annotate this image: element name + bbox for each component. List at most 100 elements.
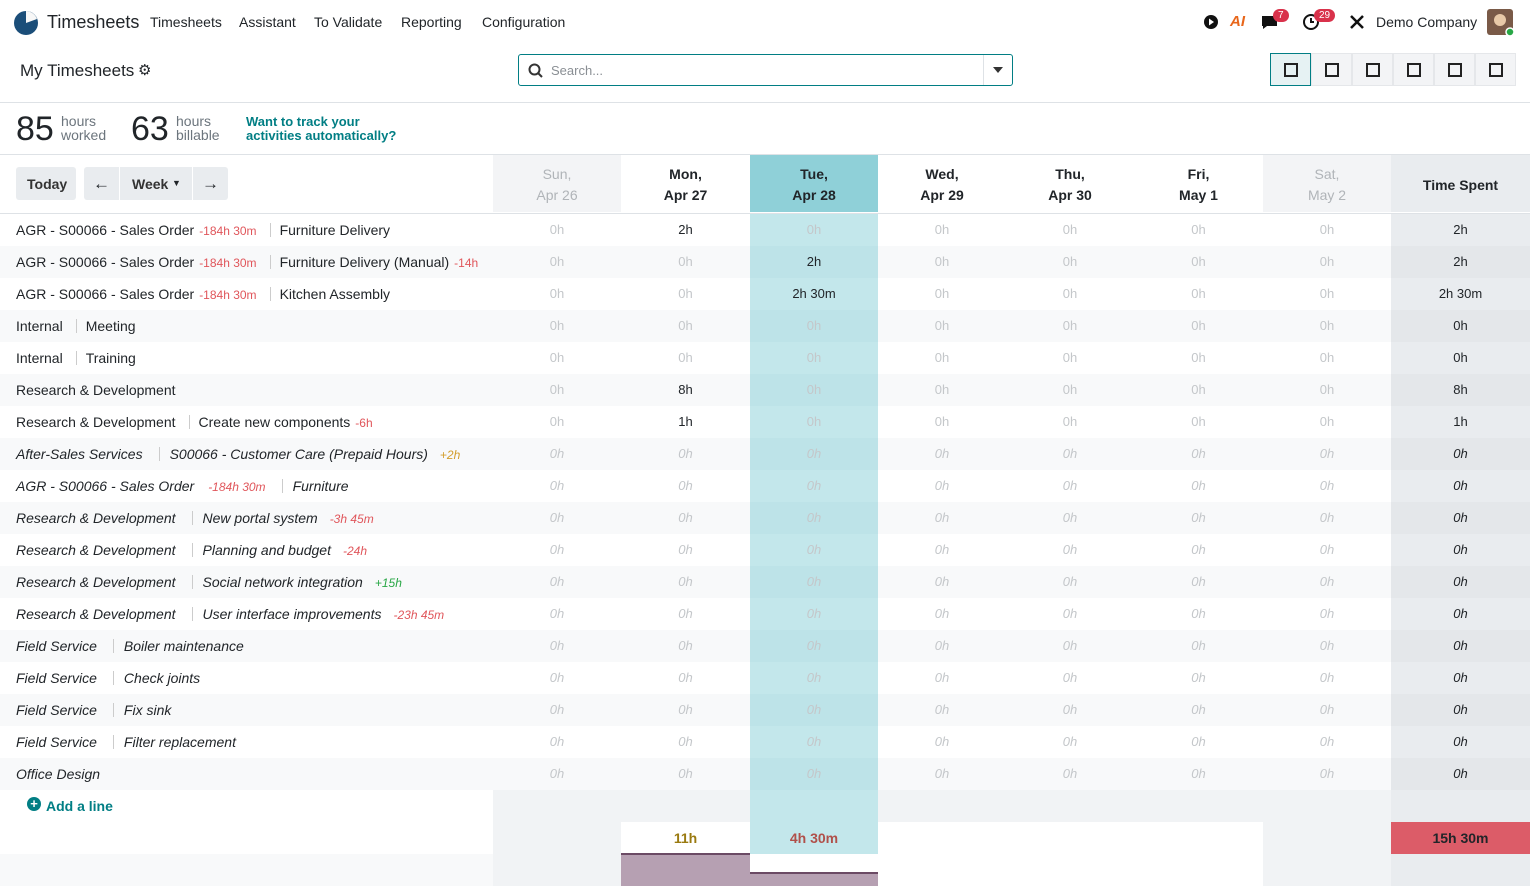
hour-cell[interactable]: 0h [549,478,565,493]
hour-cell[interactable]: 0h [1062,638,1078,653]
hour-cell[interactable]: 0h [1062,766,1078,781]
hour-cell[interactable]: 0h [549,382,565,397]
prev-arrow[interactable]: ← [93,174,110,193]
hour-cell[interactable]: 0h [934,574,950,589]
hour-cell[interactable]: 0h [1062,702,1078,717]
hour-cell[interactable]: 0h [806,766,822,781]
ai-button[interactable]: AI [1230,13,1245,30]
hour-cell[interactable]: 0h [934,254,950,269]
hour-cell[interactable]: 0h [549,350,565,365]
hour-cell[interactable]: 0h [806,702,822,717]
activity-icon[interactable] [1302,13,1320,31]
hour-cell[interactable]: 0h [1319,254,1335,269]
menu-item[interactable]: Configuration [482,14,566,30]
hour-cell[interactable]: 0h [934,638,950,653]
hour-cell[interactable]: 0h [549,734,565,749]
hour-cell[interactable]: 0h [806,382,822,397]
hour-cell[interactable]: 0h [806,606,822,621]
hour-cell[interactable]: 0h [678,702,693,717]
hour-cell[interactable]: 0h [934,286,950,301]
add-line-icon[interactable]: + [27,797,41,811]
hour-cell[interactable]: 0h [1319,286,1335,301]
company-name[interactable]: Demo Company [1376,14,1478,30]
hour-cell[interactable]: 0h [1062,606,1078,621]
hour-cell[interactable]: 0h [1062,350,1078,365]
hour-cell[interactable]: 0h [549,446,565,461]
hour-cell[interactable]: 0h [1062,670,1078,685]
hour-cell[interactable]: 0h [1062,542,1078,557]
hour-cell[interactable]: 2h [678,222,693,237]
hour-cell[interactable]: 0h [1319,670,1335,685]
hour-cell[interactable]: 0h [806,510,822,525]
view-button[interactable] [1352,53,1393,86]
hour-cell[interactable]: 0h [1319,734,1335,749]
hour-cell[interactable]: 0h [1062,254,1078,269]
hour-cell[interactable]: 0h [549,510,565,525]
hour-cell[interactable]: 0h [1191,542,1206,557]
hour-cell[interactable]: 0h [678,638,693,653]
hour-cell[interactable]: 0h [934,606,950,621]
dropdown-caret[interactable] [993,67,1003,73]
hour-cell[interactable]: 0h [806,478,822,493]
hour-cell[interactable]: 0h [678,606,693,621]
settings-gear[interactable]: ⚙ [138,62,152,79]
hour-cell[interactable]: 0h [934,446,950,461]
play-icon[interactable] [1203,14,1219,30]
hour-cell[interactable]: 0h [678,350,693,365]
hour-cell[interactable]: 0h [1191,350,1206,365]
hour-cell[interactable]: 0h [1319,638,1335,653]
hour-cell[interactable]: 0h [1191,318,1206,333]
hour-cell[interactable]: 0h [1062,222,1078,237]
hour-cell[interactable]: 0h [1191,446,1206,461]
hour-cell[interactable]: 0h [1191,478,1206,493]
hour-cell[interactable]: 0h [1191,510,1206,525]
hour-cell[interactable]: 0h [1191,606,1206,621]
hour-cell[interactable]: 0h [549,670,565,685]
hour-cell[interactable]: 0h [806,446,822,461]
tools-icon[interactable] [1348,13,1366,31]
hour-cell[interactable]: 0h [934,478,950,493]
hour-cell[interactable]: 0h [1062,286,1078,301]
hour-cell[interactable]: 0h [549,542,565,557]
hour-cell[interactable]: 0h [1191,254,1206,269]
hour-cell[interactable]: 0h [934,318,950,333]
hour-cell[interactable]: 0h [1062,510,1078,525]
hour-cell[interactable]: 0h [1191,734,1206,749]
hour-cell[interactable]: 0h [1319,606,1335,621]
hour-cell[interactable]: 0h [678,478,693,493]
hour-cell[interactable]: 0h [806,574,822,589]
hour-cell[interactable]: 0h [806,670,822,685]
today-button[interactable] [16,167,76,200]
hour-cell[interactable]: 0h [1062,446,1078,461]
hour-cell[interactable]: 0h [549,414,565,429]
add-line[interactable]: Add a line [46,798,113,814]
view-button[interactable] [1434,53,1475,86]
hour-cell[interactable]: 0h [806,542,822,557]
hour-cell[interactable]: 0h [934,510,950,525]
search-placeholder[interactable]: Search... [551,63,604,78]
range-group[interactable] [84,167,228,200]
hour-cell[interactable]: 0h [1191,766,1206,781]
hour-cell[interactable]: 0h [549,254,565,269]
hour-cell[interactable]: 0h [549,286,565,301]
hour-cell[interactable]: 0h [934,382,950,397]
hour-cell[interactable]: 0h [678,574,693,589]
hour-cell[interactable]: 0h [678,318,693,333]
hour-cell[interactable]: 0h [549,222,565,237]
hour-cell[interactable]: 0h [678,670,693,685]
hour-cell[interactable]: 2h [806,254,822,269]
hour-cell[interactable]: 0h [806,318,822,333]
hour-cell[interactable]: 0h [1319,318,1335,333]
hour-cell[interactable]: 0h [678,254,693,269]
hour-cell[interactable]: 0h [549,574,565,589]
hour-cell[interactable]: 0h [1062,574,1078,589]
view-button[interactable] [1475,53,1516,86]
hour-cell[interactable]: 0h [934,542,950,557]
hour-cell[interactable]: 0h [678,734,693,749]
hour-cell[interactable]: 2h 30m [792,286,836,301]
hour-cell[interactable]: 8h [678,382,693,397]
hour-cell[interactable]: 0h [1319,414,1335,429]
hour-cell[interactable]: 0h [1319,702,1335,717]
hour-cell[interactable]: 0h [1319,510,1335,525]
hour-cell[interactable]: 0h [934,766,950,781]
